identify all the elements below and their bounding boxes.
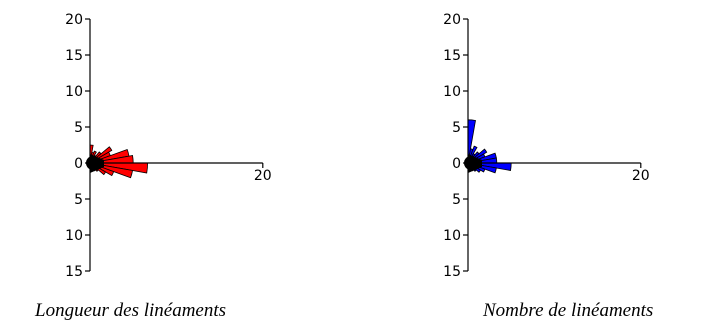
y-tick-label-6: 10	[443, 228, 461, 244]
y-tick-label-3: 5	[452, 120, 461, 136]
y-tick-label-0: 20	[443, 12, 461, 28]
y-tick-label-2: 10	[65, 84, 83, 100]
y-tick-label-3: 5	[74, 120, 83, 136]
y-tick-label-4: 0	[74, 156, 83, 172]
rose-diagram-length: 20 15 10 5 0 5 10 15 20	[65, 12, 272, 280]
y-tick-label-1: 15	[443, 48, 461, 64]
x-tick-label: 20	[254, 168, 272, 184]
y-tick-label-5: 5	[74, 192, 83, 208]
y-tick-label-1: 15	[65, 48, 83, 64]
caption-count: Nombre de linéaments	[483, 300, 654, 321]
y-tick-label-6: 10	[65, 228, 83, 244]
y-tick-label-5: 5	[452, 192, 461, 208]
rose-diagram-panel-count: 20 15 10 5 0 5 10 15 20 Nombre de linéaments	[351, 0, 702, 333]
x-tick-label: 20	[632, 168, 650, 184]
y-tick-label-2: 10	[443, 84, 461, 100]
y-tick-label-0: 20	[65, 12, 83, 28]
y-tick-label-4: 0	[452, 156, 461, 172]
y-tick-label-7: 15	[443, 264, 461, 280]
caption-length: Longueur des linéaments	[35, 300, 227, 321]
rose-diagram-panel-length: 20 15 10 5 0 5 10 15 20 Longueur des linéaments	[35, 12, 272, 321]
rose-diagram-count: 20 15 10 5 0 5 10 15 20	[443, 12, 650, 280]
y-tick-label-7: 15	[65, 264, 83, 280]
